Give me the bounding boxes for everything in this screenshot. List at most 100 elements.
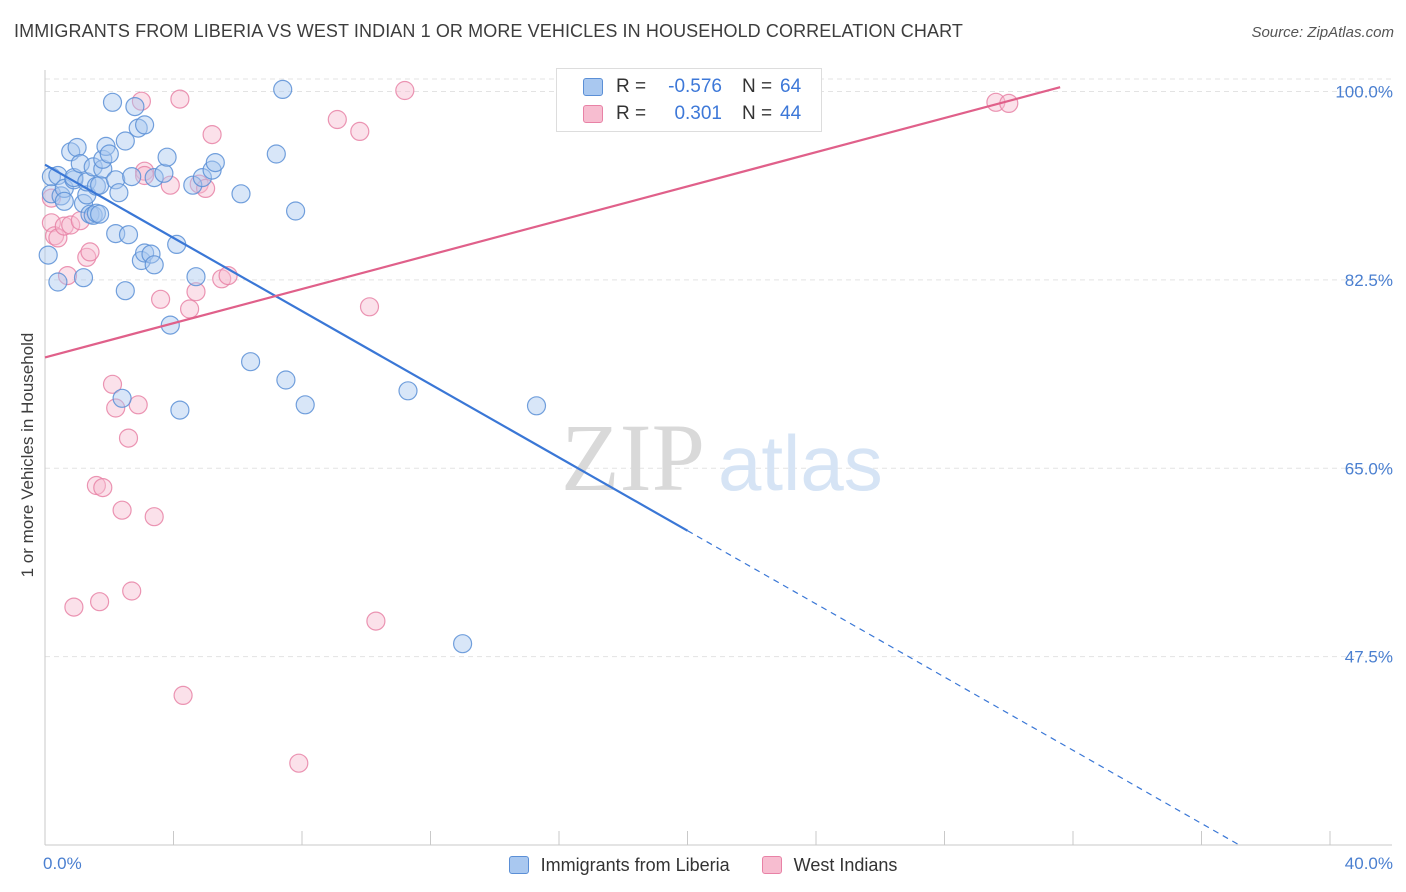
westindian-point <box>93 478 113 498</box>
source-credit: Source: ZipAtlas.com <box>1251 24 1394 41</box>
westindian-point <box>128 395 148 415</box>
legend-item-westindian: West Indians <box>761 854 898 876</box>
liberia-point <box>122 167 142 187</box>
liberia-point <box>154 163 174 183</box>
liberia-point <box>73 268 94 288</box>
tick-labels: 47.5% 65.0% 82.5% 100.0% 0.0% 40.0% <box>43 83 1393 873</box>
liberia-point <box>38 245 58 265</box>
liberia-swatch <box>508 856 529 874</box>
westindian-point <box>395 80 415 101</box>
liberia-point <box>231 184 251 204</box>
liberia-swatch <box>583 78 603 96</box>
legend-row-liberia: R = -0.576 N = 64 <box>583 74 801 100</box>
x-tick-label: 40.0% <box>1345 854 1393 873</box>
liberia-point <box>89 204 110 224</box>
liberia-point <box>109 183 129 203</box>
r-label: R = <box>616 76 647 97</box>
x-tick-label: 0.0% <box>43 854 82 873</box>
westindian-point <box>112 500 132 520</box>
westindian-point <box>102 374 123 394</box>
liberia-point <box>112 388 132 408</box>
westindian-point <box>366 611 386 631</box>
westindian-point <box>144 507 164 527</box>
series-legend: Immigrants from Liberia West Indians <box>0 852 1406 878</box>
liberia-trend-extension <box>687 530 1241 846</box>
westindian-point <box>122 581 142 601</box>
liberia-point <box>144 168 164 188</box>
n-label: N = <box>742 103 773 124</box>
liberia-point <box>157 147 177 167</box>
watermark: ZIP atlas <box>561 404 883 511</box>
liberia-point <box>83 205 103 225</box>
liberia-point <box>286 201 306 221</box>
westindian-point <box>118 428 139 448</box>
liberia-point <box>186 267 206 287</box>
westindian-point <box>89 592 110 612</box>
y-tick-label: 82.5% <box>1345 271 1393 290</box>
liberia-point <box>398 381 418 401</box>
chart-title: IMMIGRANTS FROM LIBERIA VS WEST INDIAN 1… <box>14 21 963 41</box>
liberia-point <box>266 144 286 164</box>
liberia-point <box>295 395 315 415</box>
liberia-point <box>205 153 225 173</box>
liberia-point <box>115 131 135 151</box>
liberia-point <box>115 281 135 301</box>
westindian-point <box>350 121 370 141</box>
correlation-legend: R = -0.576 N = 64 R = 0.301 N = 44 <box>556 68 822 132</box>
westindian-point <box>106 398 126 418</box>
liberia-point <box>526 396 547 416</box>
r-value: 0.301 <box>674 103 722 124</box>
westindian-point <box>44 226 65 246</box>
r-value: -0.576 <box>668 76 722 97</box>
westindian-point <box>80 242 100 262</box>
r-label: R = <box>616 103 647 124</box>
liberia-point <box>170 400 190 420</box>
liberia-point <box>102 92 123 112</box>
n-value: 64 <box>780 76 802 97</box>
liberia-point <box>118 225 139 245</box>
westindian-point <box>186 282 206 302</box>
legend-label: West Indians <box>793 854 898 875</box>
trend-lines <box>44 86 1241 846</box>
liberia-point <box>453 634 473 654</box>
westindian-point <box>77 247 97 267</box>
liberia-point <box>276 370 296 390</box>
liberia-point <box>144 255 164 275</box>
liberia-point <box>192 168 212 188</box>
liberia-point <box>125 96 145 117</box>
westindian-point <box>160 175 180 195</box>
westindian-point <box>151 289 171 309</box>
liberia-point <box>48 272 68 292</box>
liberia-point <box>83 157 103 177</box>
westindian-trend-line <box>44 86 1061 359</box>
liberia-point <box>183 175 203 195</box>
n-value: 44 <box>780 103 802 124</box>
liberia-point <box>241 352 261 372</box>
liberia-point <box>273 79 293 100</box>
westindian-point <box>57 266 78 286</box>
legend-item-liberia: Immigrants from Liberia <box>508 854 730 876</box>
westindian-point <box>359 297 380 317</box>
n-label: N = <box>742 76 773 97</box>
liberia-point <box>141 244 161 264</box>
legend-row-westindian: R = 0.301 N = 44 <box>583 101 801 127</box>
watermark-zip: ZIP <box>561 404 705 511</box>
westindian-point <box>196 178 216 198</box>
y-tick-label: 47.5% <box>1345 648 1393 667</box>
liberia-point <box>99 144 119 164</box>
westindian-point <box>180 299 200 319</box>
westindian-point <box>64 597 84 617</box>
liberia-point <box>54 191 74 211</box>
westindian-point <box>170 89 190 109</box>
westindian-swatch <box>761 856 782 874</box>
westindian-point <box>61 215 81 235</box>
legend-label: Immigrants from Liberia <box>540 854 730 875</box>
axes <box>44 70 1392 846</box>
westindian-point <box>202 125 222 145</box>
liberia-trend-line <box>44 163 689 532</box>
westindian-swatch <box>583 105 603 123</box>
westindian-point <box>289 753 309 773</box>
liberia-point <box>135 115 155 135</box>
y-tick-label: 100.0% <box>1335 83 1393 102</box>
